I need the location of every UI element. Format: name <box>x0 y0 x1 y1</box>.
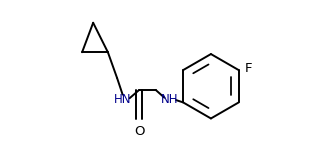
Text: NH: NH <box>161 93 178 106</box>
Text: O: O <box>134 125 144 138</box>
Text: HN: HN <box>114 93 131 106</box>
Text: F: F <box>245 62 253 75</box>
